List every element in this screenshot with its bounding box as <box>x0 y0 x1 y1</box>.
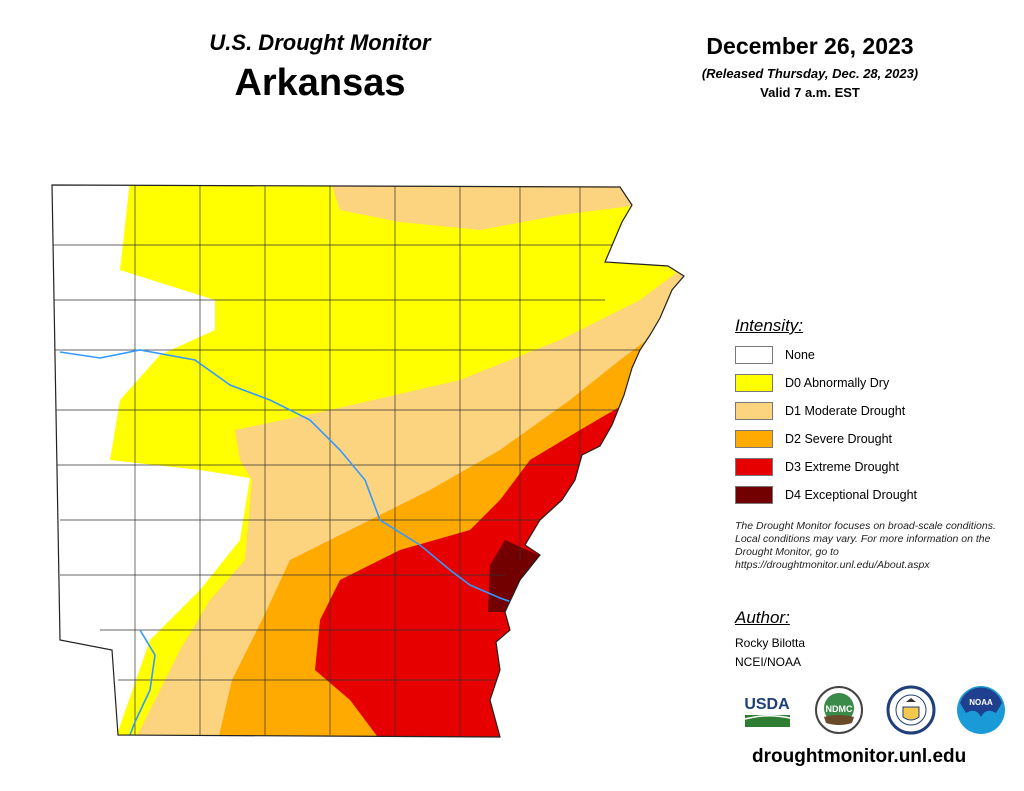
legend-label: D1 Moderate Drought <box>785 404 906 418</box>
author-org: NCEI/NOAA <box>735 655 802 669</box>
commerce-logo <box>886 685 936 735</box>
legend-item-d3: D3 Extreme Drought <box>735 456 899 478</box>
legend-label: D4 Exceptional Drought <box>785 488 918 502</box>
legend-item-none: None <box>735 344 815 366</box>
disclaimer-note: The Drought Monitor focuses on broad-sca… <box>735 520 996 571</box>
county-lines <box>52 185 640 735</box>
release-date: (Released Thursday, Dec. 28, 2023) <box>701 66 919 81</box>
map-subtitle: U.S. Drought Monitor <box>209 30 431 55</box>
legend-item-d4: D4 Exceptional Drought <box>735 484 917 506</box>
legend-label: None <box>785 348 815 362</box>
author-name: Rocky Bilotta <box>735 636 806 650</box>
legend-swatch <box>735 430 773 448</box>
usda-logo: USDA <box>744 696 791 727</box>
legend-label: D2 Severe Drought <box>785 432 893 446</box>
legend-item-d0: D0 Abnormally Dry <box>735 372 889 394</box>
svg-text:USDA: USDA <box>744 696 790 713</box>
legend-label: D0 Abnormally Dry <box>785 376 890 390</box>
legend-title: Intensity: <box>735 316 804 335</box>
valid-time: Valid 7 a.m. EST <box>760 85 860 100</box>
arkansas-river <box>59 349 521 606</box>
author-heading: Author: <box>735 608 790 627</box>
svg-text:NOAA: NOAA <box>969 698 993 707</box>
svg-text:NDMC: NDMC <box>826 704 853 714</box>
legend-swatch <box>735 374 773 392</box>
ndmc-logo: NDMC <box>815 686 863 734</box>
website-link[interactable]: droughtmonitor.unl.edu <box>752 746 967 767</box>
legend-swatch <box>735 346 773 364</box>
legend-label: D3 Extreme Drought <box>785 460 899 474</box>
arkansas-map <box>51 184 685 738</box>
d4-area <box>488 540 545 612</box>
legend-swatch <box>735 458 773 476</box>
noaa-logo: NOAA <box>957 686 1005 734</box>
map-title: Arkansas <box>234 62 406 104</box>
d1-area-north <box>330 185 640 230</box>
legend-item-d1: D1 Moderate Drought <box>735 400 905 422</box>
none-area <box>52 185 250 737</box>
legend-swatch <box>735 486 773 504</box>
map-date: December 26, 2023 <box>706 33 914 59</box>
red-river <box>127 629 156 737</box>
legend-item-d2: D2 Severe Drought <box>735 428 892 450</box>
legend-swatch <box>735 402 773 420</box>
